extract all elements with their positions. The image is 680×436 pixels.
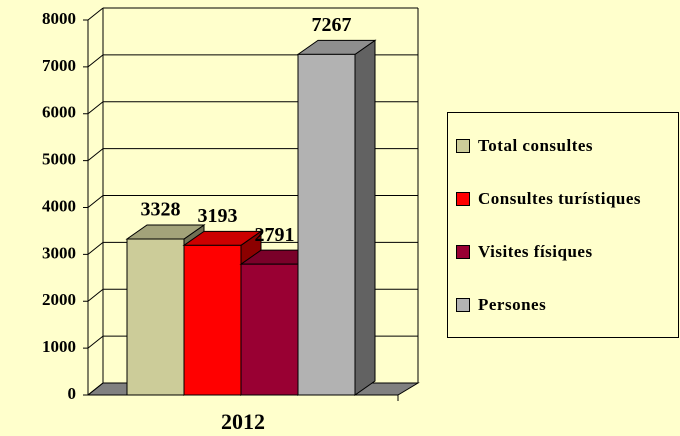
legend-swatch xyxy=(456,298,470,312)
data-label: 3328 xyxy=(141,199,181,221)
y-tick-label: 0 xyxy=(68,384,77,403)
legend-swatch xyxy=(456,192,470,206)
data-label: 7267 xyxy=(312,14,352,36)
legend-item: Consultes turístiques xyxy=(452,189,674,208)
side-grid xyxy=(87,7,104,21)
legend-swatch xyxy=(456,139,470,153)
legend-item: Visites físiques xyxy=(452,242,674,261)
y-tick-label: 3000 xyxy=(42,243,76,262)
y-tick-label: 2000 xyxy=(42,290,76,309)
y-tick-label: 8000 xyxy=(42,9,76,28)
side-grid xyxy=(87,101,104,115)
bar xyxy=(126,238,185,396)
y-tick-label: 1000 xyxy=(42,337,76,356)
x-tick-label: 2012 xyxy=(221,409,265,434)
y-tick-label: 6000 xyxy=(42,103,76,122)
legend-label: Visites físiques xyxy=(478,242,593,261)
legend-label: Consultes turístiques xyxy=(478,189,642,208)
side-grid xyxy=(87,335,104,349)
side-grid xyxy=(87,148,104,162)
legend-item: Persones xyxy=(452,295,674,314)
data-label: 3193 xyxy=(198,205,238,227)
legend-label: Total consultes xyxy=(478,136,594,155)
bar-side xyxy=(354,39,376,396)
side-grid xyxy=(87,382,104,396)
data-label: 2791 xyxy=(255,224,295,246)
y-tick-label: 5000 xyxy=(42,150,76,169)
bar xyxy=(183,244,242,396)
side-grid xyxy=(87,288,104,302)
side-grid xyxy=(87,54,104,68)
legend: Total consultes Consultes turístiques Visi… xyxy=(447,112,679,338)
legend-item: Total consultes xyxy=(452,136,674,155)
y-tick-label: 4000 xyxy=(42,196,76,215)
y-tick-label: 7000 xyxy=(42,56,76,75)
legend-swatch xyxy=(456,245,470,259)
side-grid xyxy=(87,195,104,208)
side-grid xyxy=(87,241,104,255)
legend-label: Persones xyxy=(478,295,547,314)
bar xyxy=(297,53,356,396)
bar xyxy=(240,263,299,396)
